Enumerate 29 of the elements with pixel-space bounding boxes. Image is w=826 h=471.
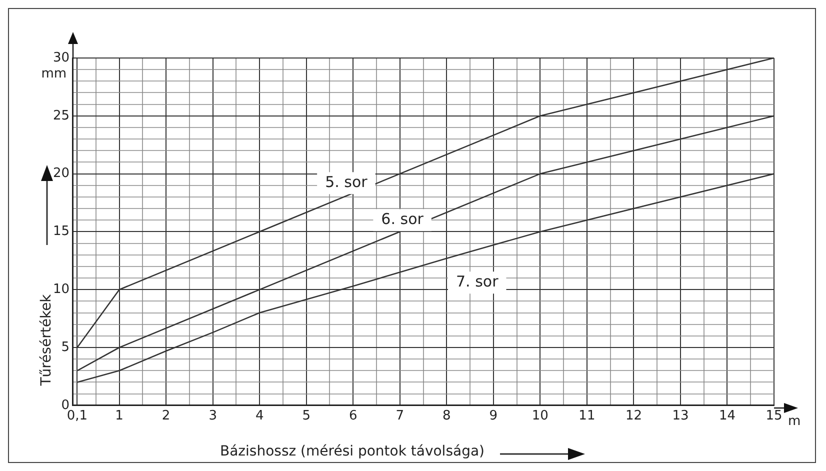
x-tick-label: 11 [578, 408, 596, 424]
x-axis-title: Bázishossz (mérési pontok távolsága) [220, 444, 484, 460]
series-label: 6. sor [381, 210, 424, 228]
series-label: 7. sor [456, 272, 500, 291]
x-tick-label: 7 [396, 408, 404, 424]
x-tick-label: 3 [208, 408, 217, 424]
x-tick-label: 10 [532, 408, 548, 424]
x-tick-label: 9 [489, 408, 498, 424]
y-tick-label: 15 [52, 224, 70, 240]
x-tick-label: 0,1 [66, 408, 88, 424]
text: m [788, 414, 801, 429]
y-axis-title: Tűrésértékek [38, 293, 55, 387]
x-tick-label: 5 [302, 408, 310, 424]
series-label: 5. sor [325, 172, 368, 191]
x-tick-label: 14 [718, 408, 736, 424]
y-tick-label: 30 [52, 50, 70, 66]
y-tick-label: 20 [52, 166, 70, 182]
x-tick-label: 13 [672, 408, 689, 424]
text: mm [41, 66, 67, 82]
x-tick-label: 15 [766, 408, 782, 424]
x-tick-label: 6 [348, 408, 358, 424]
y-tick-label: 25 [52, 108, 70, 124]
x-tick-label: 2 [162, 408, 170, 424]
x-tick-label: 1 [115, 408, 124, 424]
x-tick-label: 8 [442, 408, 451, 424]
x-tick-label: 12 [625, 408, 642, 424]
y-tick-label: 10 [52, 282, 70, 297]
y-tick-label: 5 [61, 340, 70, 355]
x-tick-label: 4 [255, 408, 264, 424]
